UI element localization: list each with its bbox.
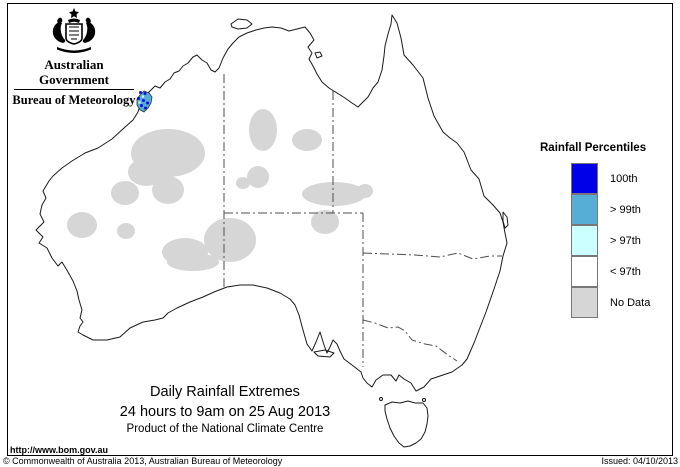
legend-entry: < 97th <box>571 255 675 287</box>
rainfall-legend: Rainfall Percentiles 100th > 99th > 97th < … <box>540 142 675 318</box>
map-frame-border <box>7 3 673 456</box>
no-data-regions <box>67 109 373 271</box>
legend-label: > 99th <box>610 203 641 216</box>
no-data-blob <box>236 177 250 189</box>
legend-swatch-icon <box>571 286 598 318</box>
mainland-outline <box>35 14 508 392</box>
legend-entry: No Data <box>571 286 675 318</box>
gov-logo: Australian Government Bureau of Meteorol… <box>12 7 136 107</box>
no-data-blob <box>167 253 219 271</box>
legend-label: No Data <box>610 296 651 309</box>
flinders-island-dot <box>422 398 426 402</box>
king-island-dot <box>379 397 383 401</box>
rainfall-cell <box>138 101 141 104</box>
rainfall-cell <box>137 97 140 100</box>
no-data-blob <box>292 129 322 151</box>
kangaroo-island-outline <box>313 349 335 358</box>
copyright-text: © Commonwealth of Australia 2013, Austra… <box>3 456 283 466</box>
bureau-title: Bureau of Meteorology <box>12 93 136 107</box>
rainfall-cell <box>142 99 145 102</box>
legend-label: 100th <box>610 172 638 185</box>
legend-swatch-icon <box>571 193 598 225</box>
rainfall-cell <box>140 104 143 107</box>
no-data-blob <box>152 176 184 204</box>
rainfall-cell <box>144 106 147 110</box>
state-borders <box>223 74 502 367</box>
logo-divider <box>14 89 134 90</box>
tasmania-outline <box>384 400 429 448</box>
map-caption: Daily Rainfall Extremes 24 hours to 9am … <box>95 384 355 436</box>
no-data-blob <box>357 184 373 198</box>
no-data-blob <box>249 109 277 151</box>
caption-period: 24 hours to 9am on 25 Aug 2013 <box>119 404 331 420</box>
no-data-blob <box>67 212 97 238</box>
rainfall-97th-cells <box>138 95 145 104</box>
no-data-blob <box>204 218 256 262</box>
no-data-blob <box>311 210 339 234</box>
rainfall-cell <box>139 91 142 94</box>
fraser-island-outline <box>502 211 509 229</box>
border-nsw-vic <box>362 319 458 362</box>
legend-entry: 100th <box>571 162 675 194</box>
no-data-blob <box>302 182 366 206</box>
rainfall-cell <box>143 92 147 95</box>
legend-swatch-icon <box>571 162 598 194</box>
rainfall-cell <box>141 95 145 98</box>
caption-title: Daily Rainfall Extremes <box>150 384 300 400</box>
no-data-blob <box>111 181 139 205</box>
caption-product: Product of the National Climate Centre <box>126 423 324 435</box>
legend-swatch-icon <box>571 224 598 256</box>
no-data-blob <box>247 166 269 188</box>
coastline <box>35 14 509 448</box>
groote-island-outline <box>314 51 323 59</box>
no-data-blob <box>117 223 135 239</box>
legend-swatch-icon <box>571 255 598 287</box>
legend-title: Rainfall Percentiles <box>540 142 647 154</box>
issued-date: Issued: 04/10/2013 <box>601 456 678 466</box>
bom-url: http://www.bom.gov.au <box>10 445 108 455</box>
legend-entry: > 97th <box>571 224 675 256</box>
legend-entries: 100th > 99th > 97th < 97th No Data <box>571 162 675 318</box>
rainfall-100th-cells <box>137 91 149 110</box>
coat-of-arms-icon <box>52 8 96 53</box>
legend-label: > 97th <box>610 234 641 247</box>
government-title: Australian Government <box>38 57 110 87</box>
border-qld-nsw <box>362 252 502 260</box>
rainfall-cell <box>146 101 149 105</box>
legend-label: < 97th <box>610 265 641 278</box>
melville-island-outline <box>230 18 253 30</box>
legend-entry: > 99th <box>571 193 675 225</box>
no-data-blob <box>128 158 164 186</box>
